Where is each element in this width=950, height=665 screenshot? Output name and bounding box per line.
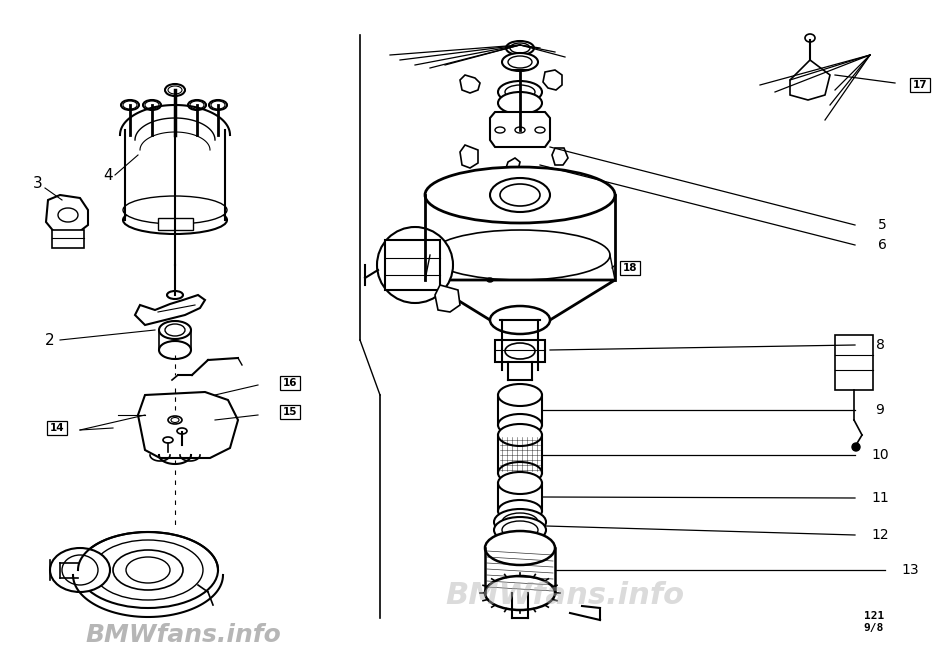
Text: 16: 16 — [283, 378, 297, 388]
Ellipse shape — [805, 34, 815, 42]
Ellipse shape — [494, 509, 546, 535]
Polygon shape — [138, 392, 238, 458]
Text: 3: 3 — [33, 176, 43, 190]
FancyBboxPatch shape — [280, 376, 300, 390]
Ellipse shape — [159, 341, 191, 359]
Bar — [495, 340, 545, 362]
Ellipse shape — [163, 437, 173, 443]
Ellipse shape — [62, 555, 98, 585]
Polygon shape — [552, 148, 568, 165]
Text: 8: 8 — [876, 338, 884, 352]
FancyBboxPatch shape — [620, 261, 640, 275]
Ellipse shape — [177, 428, 187, 434]
Ellipse shape — [852, 443, 860, 451]
Text: 4: 4 — [104, 168, 113, 182]
FancyBboxPatch shape — [280, 405, 300, 419]
Ellipse shape — [498, 384, 542, 406]
Polygon shape — [460, 145, 478, 168]
Ellipse shape — [498, 414, 542, 436]
Polygon shape — [506, 158, 520, 172]
Ellipse shape — [93, 540, 203, 600]
Bar — [835, 335, 873, 390]
Ellipse shape — [50, 548, 110, 592]
Ellipse shape — [167, 291, 183, 299]
Text: BMWfans.info: BMWfans.info — [446, 581, 685, 610]
FancyBboxPatch shape — [910, 78, 930, 92]
Text: 12: 12 — [871, 528, 889, 542]
Polygon shape — [425, 280, 615, 320]
Ellipse shape — [498, 81, 542, 103]
Ellipse shape — [498, 500, 542, 522]
Ellipse shape — [123, 101, 137, 109]
Text: 10: 10 — [871, 448, 889, 462]
Ellipse shape — [515, 127, 525, 133]
Bar — [385, 240, 440, 290]
Polygon shape — [790, 60, 830, 100]
Ellipse shape — [498, 472, 542, 494]
Ellipse shape — [487, 278, 493, 282]
Ellipse shape — [188, 100, 206, 110]
Ellipse shape — [78, 532, 218, 608]
Bar — [52, 230, 84, 248]
Ellipse shape — [377, 227, 453, 303]
Ellipse shape — [123, 196, 227, 224]
FancyBboxPatch shape — [47, 421, 67, 435]
Ellipse shape — [165, 324, 185, 336]
Ellipse shape — [508, 56, 532, 68]
Ellipse shape — [502, 513, 538, 531]
Ellipse shape — [505, 343, 535, 359]
Ellipse shape — [498, 462, 542, 484]
Text: 9: 9 — [876, 403, 884, 417]
Ellipse shape — [121, 100, 139, 110]
Text: 15: 15 — [283, 407, 297, 417]
Ellipse shape — [143, 100, 161, 110]
Ellipse shape — [390, 240, 440, 290]
Ellipse shape — [168, 86, 182, 94]
Ellipse shape — [485, 531, 555, 565]
Ellipse shape — [145, 101, 159, 109]
Text: 5: 5 — [878, 218, 886, 232]
Ellipse shape — [502, 53, 538, 71]
Text: 17: 17 — [913, 80, 927, 90]
Ellipse shape — [123, 206, 227, 234]
Text: 18: 18 — [623, 263, 637, 273]
Bar — [158, 218, 193, 230]
Ellipse shape — [485, 576, 555, 610]
Ellipse shape — [168, 416, 182, 424]
Text: BMWfans.info: BMWfans.info — [86, 623, 281, 647]
Polygon shape — [460, 75, 480, 93]
Ellipse shape — [126, 557, 170, 583]
Text: 121
9/8: 121 9/8 — [864, 611, 884, 632]
Text: 13: 13 — [902, 563, 919, 577]
Ellipse shape — [495, 127, 505, 133]
Text: 2: 2 — [46, 332, 55, 348]
Polygon shape — [543, 70, 562, 90]
Ellipse shape — [535, 127, 545, 133]
Text: 11: 11 — [871, 491, 889, 505]
Ellipse shape — [505, 85, 535, 99]
Ellipse shape — [211, 101, 225, 109]
Text: 6: 6 — [878, 238, 886, 252]
Ellipse shape — [490, 306, 550, 334]
Ellipse shape — [490, 178, 550, 212]
Ellipse shape — [506, 41, 534, 55]
Ellipse shape — [209, 100, 227, 110]
Ellipse shape — [510, 43, 530, 53]
Ellipse shape — [190, 101, 204, 109]
Ellipse shape — [171, 418, 179, 422]
Ellipse shape — [498, 92, 542, 114]
Polygon shape — [435, 285, 460, 312]
Ellipse shape — [159, 321, 191, 339]
Ellipse shape — [502, 521, 538, 539]
Ellipse shape — [165, 84, 185, 96]
Ellipse shape — [425, 167, 615, 223]
Polygon shape — [135, 295, 205, 325]
Ellipse shape — [498, 424, 542, 446]
Ellipse shape — [500, 184, 540, 206]
Ellipse shape — [113, 550, 183, 590]
Text: 14: 14 — [49, 423, 65, 433]
Polygon shape — [46, 195, 88, 235]
Polygon shape — [490, 112, 550, 147]
Ellipse shape — [494, 517, 546, 543]
